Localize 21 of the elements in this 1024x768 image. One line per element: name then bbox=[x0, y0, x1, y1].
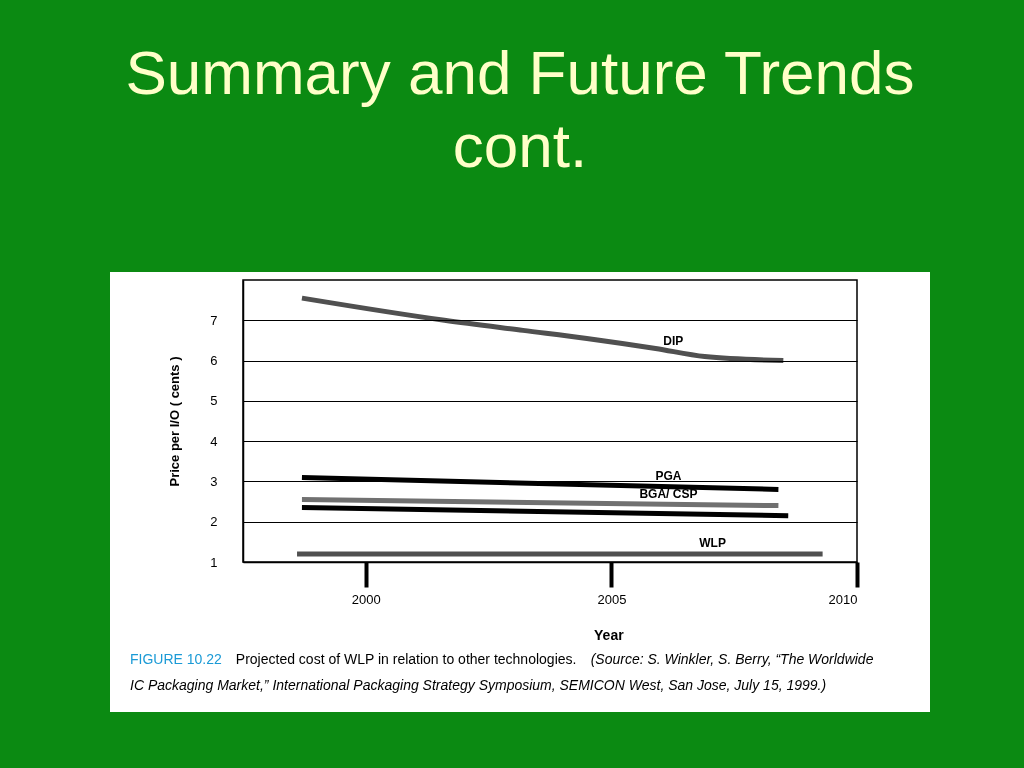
text: IC Packaging Market,” International Packaging Strategy Symposium, SEMICON West, San Jose, July 15, 1999.) bbox=[130, 677, 827, 693]
y-tick-label: 3 bbox=[210, 473, 218, 489]
series-label: PGA bbox=[655, 469, 682, 484]
chart-title: Summary and Future Trends cont. bbox=[125, 38, 915, 180]
x-axis-title: Year bbox=[594, 626, 625, 643]
series-label: BGA/ CSP bbox=[639, 486, 698, 501]
y-tick-label: 7 bbox=[210, 312, 218, 328]
x-tick-label: 2000 bbox=[351, 591, 381, 607]
y-tick-label: 2 bbox=[210, 514, 218, 530]
series-label: WLP bbox=[699, 536, 726, 551]
x-tick-label: 2005 bbox=[597, 591, 627, 607]
series-label: DIP bbox=[663, 333, 684, 348]
text: (Source: S. Winkler, S. Berry, “The Worldwide bbox=[590, 651, 874, 667]
y-axis-title: Price per I/O ( cents ) bbox=[167, 356, 183, 487]
y-tick-label: 1 bbox=[210, 554, 218, 570]
caption: FIGURE 10.22 bbox=[130, 651, 223, 667]
y-tick-label: 4 bbox=[210, 433, 218, 449]
x-tick-label: 2010 bbox=[828, 591, 858, 607]
y-tick-label: 6 bbox=[210, 353, 218, 369]
text: Projected cost of WLP in relation to other technologies. bbox=[235, 651, 577, 667]
y-tick-label: 5 bbox=[210, 393, 218, 409]
